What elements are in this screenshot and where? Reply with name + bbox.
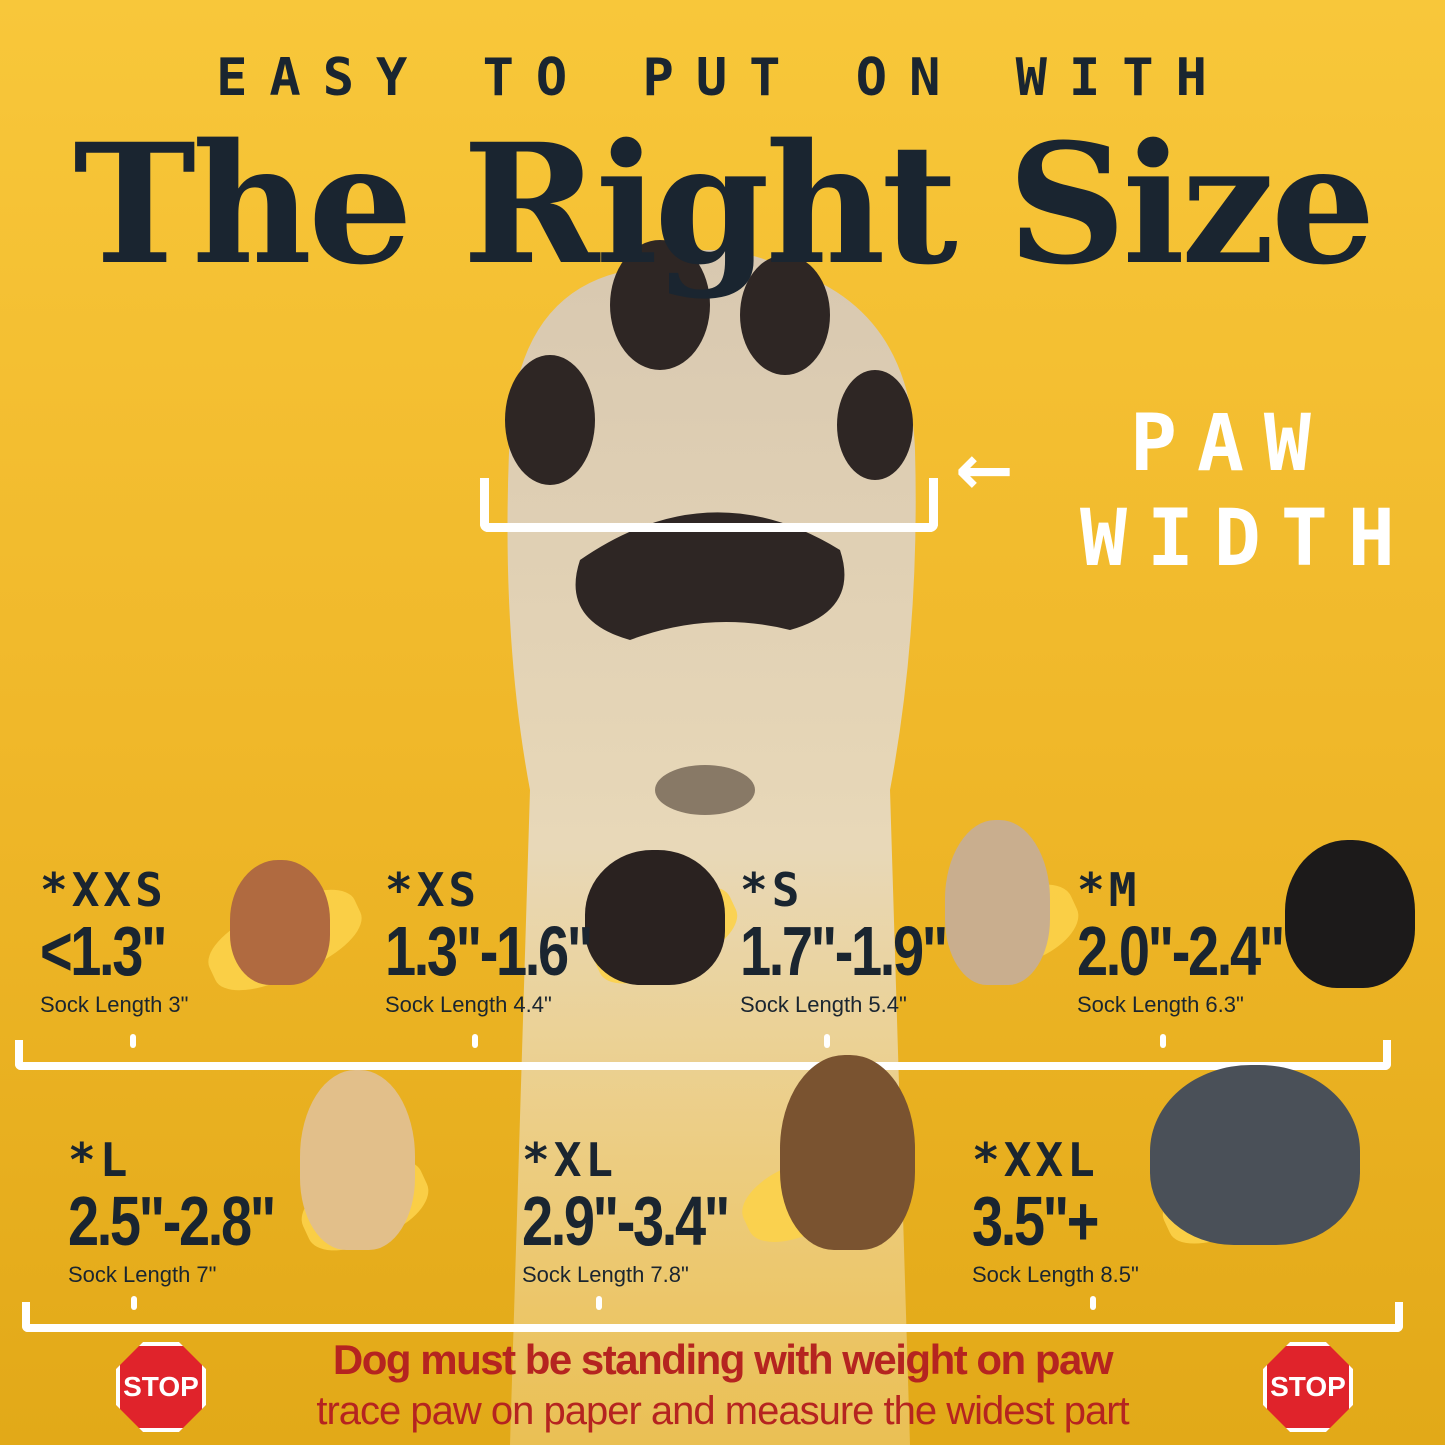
great-dane-image	[1150, 1065, 1360, 1245]
size-range: 2.5"-2.8"	[68, 1181, 276, 1260]
size-xl: *XL 2.9"-3.4" Sock Length 7.8"	[522, 1135, 779, 1288]
size-code: *XS	[385, 863, 481, 917]
size-range: 1.3"-1.6"	[385, 911, 593, 990]
paw-label-line1: PAW	[1130, 399, 1331, 489]
warning-line2: trace paw on paper and measure the wides…	[316, 1389, 1129, 1433]
size-xxs: *XXS <1.3" Sock Length 3"	[40, 865, 196, 1018]
sock-length: Sock Length 7"	[68, 1261, 217, 1287]
size-code: *S	[740, 863, 804, 917]
size-range: <1.3"	[40, 911, 168, 990]
german-shepherd-image	[780, 1055, 915, 1250]
size-l: *L 2.5"-2.8" Sock Length 7"	[68, 1135, 325, 1288]
size-range: 3.5"+	[972, 1181, 1100, 1260]
size-code: *XL	[522, 1133, 618, 1187]
size-code: *XXL	[972, 1133, 1099, 1187]
size-scale-bracket-row1	[15, 1040, 1391, 1070]
stop-sign-icon: STOP	[116, 1342, 206, 1432]
size-range: 1.7"-1.9"	[740, 911, 948, 990]
size-s: *S 1.7"-1.9" Sock Length 5.4"	[740, 865, 997, 1018]
paw-label-line2: WIDTH	[1080, 494, 1415, 584]
size-code: *M	[1077, 863, 1141, 917]
sock-length: Sock Length 4.4"	[385, 991, 552, 1017]
eyebrow-heading: EASY TO PUT ON WITH	[216, 48, 1229, 108]
sock-length: Sock Length 8.5"	[972, 1261, 1139, 1287]
page-title: The Right Size	[73, 107, 1375, 301]
size-code: *XXS	[40, 863, 167, 917]
bernese-mountain-dog-image	[1285, 840, 1415, 988]
size-scale-bracket-row2	[22, 1302, 1403, 1332]
size-range: 2.0"-2.4"	[1077, 911, 1285, 990]
sock-length: Sock Length 3"	[40, 991, 189, 1017]
yorkshire-terrier-image	[585, 850, 725, 985]
stop-sign-icon: STOP	[1263, 1342, 1353, 1432]
french-bulldog-image	[945, 820, 1050, 985]
size-code: *L	[68, 1133, 132, 1187]
size-range: 2.9"-3.4"	[522, 1181, 730, 1260]
size-xxl: *XXL 3.5"+ Sock Length 8.5"	[972, 1135, 1139, 1288]
sock-length: Sock Length 5.4"	[740, 991, 907, 1017]
size-xs: *XS 1.3"-1.6" Sock Length 4.4"	[385, 865, 642, 1018]
chihuahua-image	[230, 860, 330, 985]
arrow-icon: ←	[955, 429, 1014, 511]
sock-length: Sock Length 7.8"	[522, 1261, 689, 1287]
size-m: *M 2.0"-2.4" Sock Length 6.3"	[1077, 865, 1334, 1018]
paw-width-ruler	[480, 478, 938, 532]
sock-length: Sock Length 6.3"	[1077, 991, 1244, 1017]
warning-line1: Dog must be standing with weight on paw	[332, 1336, 1114, 1383]
golden-retriever-image	[300, 1070, 415, 1250]
